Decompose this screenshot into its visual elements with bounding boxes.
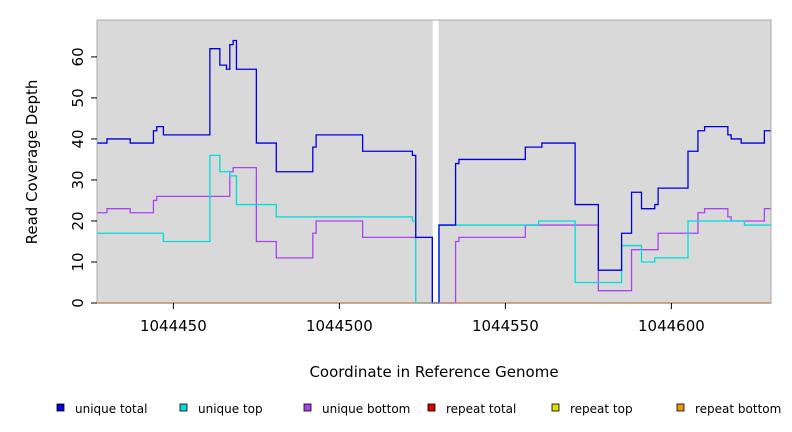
x-tick-label: 1044450 [140, 317, 207, 335]
legend-label: unique top [198, 402, 263, 416]
y-tick-label: 30 [69, 170, 87, 189]
x-tick-label: 1044600 [638, 317, 705, 335]
gap-marker [432, 20, 439, 303]
y-tick-label: 40 [69, 129, 87, 148]
legend-label: unique total [75, 402, 147, 416]
x-tick-label: 1044500 [306, 317, 373, 335]
legend-swatch [551, 403, 560, 412]
legend-swatch [179, 403, 188, 412]
legend-swatch [676, 403, 685, 412]
x-axis-title: Coordinate in Reference Genome [309, 363, 558, 381]
legend: unique total unique top unique bottom repea… [56, 402, 781, 416]
legend-label: repeat top [570, 402, 633, 416]
legend-label: repeat bottom [695, 402, 781, 416]
legend-swatch [56, 403, 65, 412]
y-tick-label: 50 [69, 88, 87, 107]
legend-swatch [427, 403, 436, 412]
y-tick-label: 20 [69, 211, 87, 230]
legend-label: unique bottom [322, 402, 410, 416]
y-tick-label: 10 [69, 252, 87, 271]
legend-swatch [303, 403, 312, 412]
y-axis: 0 10 20 30 40 50 60 [69, 47, 97, 308]
y-tick-label: 60 [69, 47, 87, 66]
plot-border [96, 19, 772, 304]
x-axis: 1044450 1044500 1044550 1044600 [140, 303, 705, 335]
y-tick-label: 0 [69, 298, 87, 308]
legend-label: repeat total [446, 402, 516, 416]
y-axis-title: Read Coverage Depth [23, 80, 41, 245]
x-tick-label: 1044550 [472, 317, 539, 335]
